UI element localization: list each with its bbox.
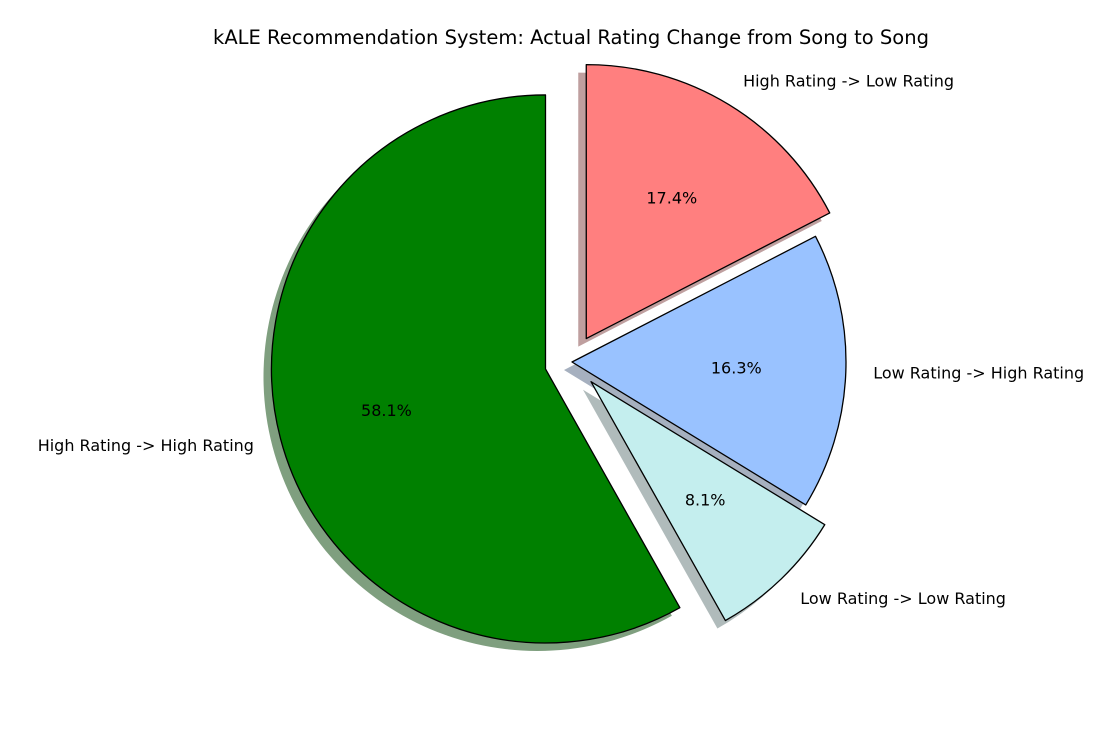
- slice-low-rating-high-rating: [571, 235, 847, 506]
- slice-label-low-rating-low-rating: Low Rating -> Low Rating: [800, 589, 1006, 608]
- slice-high-rating-low-rating: [585, 63, 831, 340]
- slice-high-rating-high-rating: [270, 94, 681, 644]
- slice-percent-high-rating-high-rating: 58.1%: [361, 401, 412, 420]
- slice-percent-low-rating-high-rating: 16.3%: [711, 358, 762, 377]
- slice-labels: 58.1% High Rating -> High Rating 8.1% Low R…: [38, 72, 1084, 608]
- slice-label-high-rating-high-rating: High Rating -> High Rating: [38, 436, 254, 455]
- slice-low-rating-low-rating: [590, 381, 826, 622]
- chart-title: kALE Recommendation System: Actual Ratin…: [213, 26, 929, 49]
- slice-label-high-rating-low-rating: High Rating -> Low Rating: [743, 72, 954, 91]
- slice-percent-high-rating-low-rating: 17.4%: [646, 189, 697, 208]
- slice-label-low-rating-high-rating: Low Rating -> High Rating: [873, 363, 1084, 382]
- slices: [270, 63, 847, 644]
- slice-percent-low-rating-low-rating: 8.1%: [685, 491, 726, 510]
